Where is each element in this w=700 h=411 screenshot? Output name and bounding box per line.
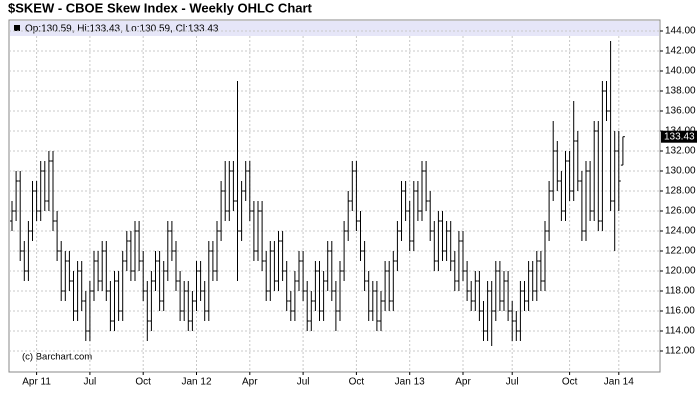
x-tick-label: Jul	[297, 377, 310, 388]
plot-area	[8, 19, 661, 373]
y-tick-label: 118.00	[665, 286, 695, 297]
x-tick-label: Jul	[84, 377, 97, 388]
x-tick-label: Jan 14	[604, 377, 634, 388]
x-tick-label: Jul	[506, 377, 519, 388]
y-tick-label: 130.00	[665, 166, 696, 177]
x-tick-label: Apr	[455, 377, 471, 388]
y-tick-label: 124.00	[665, 226, 696, 237]
y-tick-label: 120.00	[665, 266, 696, 277]
y-tick-label: 142.00	[665, 46, 696, 57]
x-tick-label: Apr 11	[22, 377, 51, 388]
chart-title: $SKEW - CBOE Skew Index - Weekly OHLC Ch…	[8, 0, 313, 15]
y-tick-label: 140.00	[665, 66, 696, 77]
info-band	[10, 21, 659, 36]
y-tick-label: 144.00	[665, 26, 696, 37]
y-tick-label: 122.00	[665, 246, 696, 257]
x-tick-label: Oct	[562, 377, 578, 388]
x-tick-label: Oct	[135, 377, 151, 388]
watermark: (c) Barchart.com	[22, 352, 92, 363]
last-price-label: 133.43	[664, 131, 695, 142]
y-tick-label: 136.00	[665, 106, 696, 117]
y-tick-label: 126.00	[665, 206, 696, 217]
y-tick-label: 132.00	[665, 146, 696, 157]
x-tick-label: Jan 13	[395, 377, 425, 388]
y-tick-label: 112.00	[665, 346, 695, 357]
last-price-box	[661, 130, 697, 143]
y-tick-label: 128.00	[665, 186, 696, 197]
info-icon	[14, 25, 20, 31]
y-tick-label: 138.00	[665, 86, 696, 97]
x-tick-label: Apr	[242, 377, 258, 388]
y-tick-label: 116.00	[665, 306, 695, 317]
x-tick-label: Jan 12	[181, 377, 211, 388]
y-tick-label: 114.00	[665, 326, 695, 337]
info-text: Op:130.59, Hi:133.43, Lo:130.59, Cl:133.…	[25, 24, 219, 35]
x-tick-label: Oct	[349, 377, 365, 388]
